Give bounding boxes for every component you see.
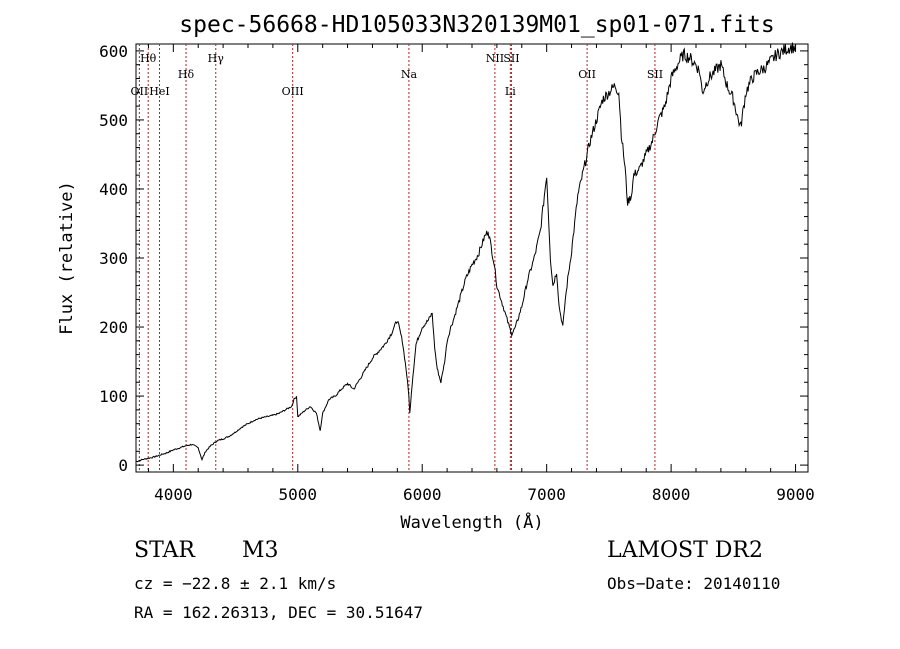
marker-label: SII (503, 52, 519, 65)
marker-label: Hγ (208, 52, 225, 65)
marker-label: NII (486, 52, 504, 65)
y-tick-label: 400 (99, 180, 128, 199)
plot-frame (135, 43, 809, 473)
marker-label: Na (401, 68, 418, 81)
marker-label: HeI (149, 85, 169, 98)
x-axis-label: Wavelength (Å) (400, 511, 543, 533)
y-tick-label: 300 (99, 249, 128, 268)
spectrum-line (135, 42, 797, 463)
x-tick-label: 8000 (652, 485, 691, 504)
marker-label: OII (578, 68, 596, 81)
y-tick-label: 100 (99, 387, 128, 406)
marker-label: OII (131, 85, 149, 98)
spectrum-chart: spec-56668-HD105033N320139M01_sp01-071.f… (57, 12, 815, 533)
y-axis-label: Flux (relative) (57, 181, 77, 335)
ra-dec: RA = 162.26313, DEC = 30.51647 (134, 603, 423, 622)
y-tick-label: 200 (99, 318, 128, 337)
survey-name: LAMOST DR2 (607, 538, 763, 563)
object-class: STAR (134, 538, 195, 563)
y-tick-label: 600 (99, 42, 128, 61)
marker-label: Hθ (140, 52, 157, 65)
object-subclass: M3 (242, 538, 279, 563)
y-tick-label: 500 (99, 111, 128, 130)
y-tick-label: 0 (118, 456, 128, 475)
obs-date: Obs−Date: 20140110 (607, 574, 781, 593)
x-tick-label: 7000 (527, 485, 566, 504)
x-tick-label: 6000 (403, 485, 442, 504)
marker-label: Li (505, 85, 516, 98)
chart-title: spec-56668-HD105033N320139M01_sp01-071.f… (179, 12, 774, 38)
x-tick-label: 9000 (776, 485, 815, 504)
x-tick-label: 5000 (279, 485, 318, 504)
redshift-cz: cz = −22.8 ± 2.1 km/s (134, 574, 337, 593)
marker-label: SII (647, 68, 663, 81)
marker-label: Hδ (178, 68, 195, 81)
x-tick-label: 4000 (154, 485, 193, 504)
marker-label: OIII (282, 85, 304, 98)
